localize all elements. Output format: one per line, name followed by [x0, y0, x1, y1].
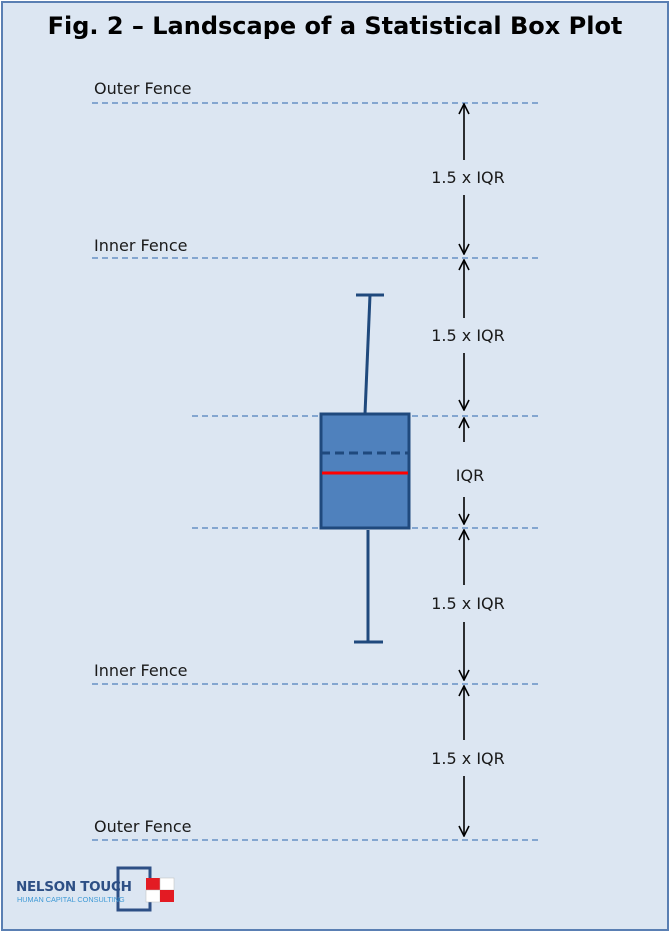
inner-fence-top-label: Inner Fence	[94, 236, 187, 255]
outer-fence-bottom-label: Outer Fence	[94, 817, 191, 836]
lower-inner-interval-label: 1.5 x IQR	[431, 594, 505, 613]
logo-name: NELSON TOUCH	[16, 879, 132, 895]
logo-mark-icon	[116, 866, 175, 912]
upper-whisker	[363, 294, 372, 415]
inner-fence-bottom-label: Inner Fence	[94, 661, 187, 680]
upper-inner-interval-label: 1.5 x IQR	[431, 326, 505, 345]
logo-tagline: HUMAN CAPITAL CONSULTING	[17, 895, 125, 904]
figure-title: Fig. 2 – Landscape of a Statistical Box …	[47, 12, 623, 40]
iqr-box	[319, 412, 411, 530]
lower-outer-interval-label: 1.5 x IQR	[431, 749, 505, 768]
nelson-touch-logo: NELSON TOUCH HUMAN CAPITAL CONSULTING	[16, 864, 181, 914]
iqr-label: IQR	[456, 466, 484, 485]
upper-outer-interval-label: 1.5 x IQR	[431, 168, 505, 187]
outer-fence-top-label: Outer Fence	[94, 79, 191, 98]
